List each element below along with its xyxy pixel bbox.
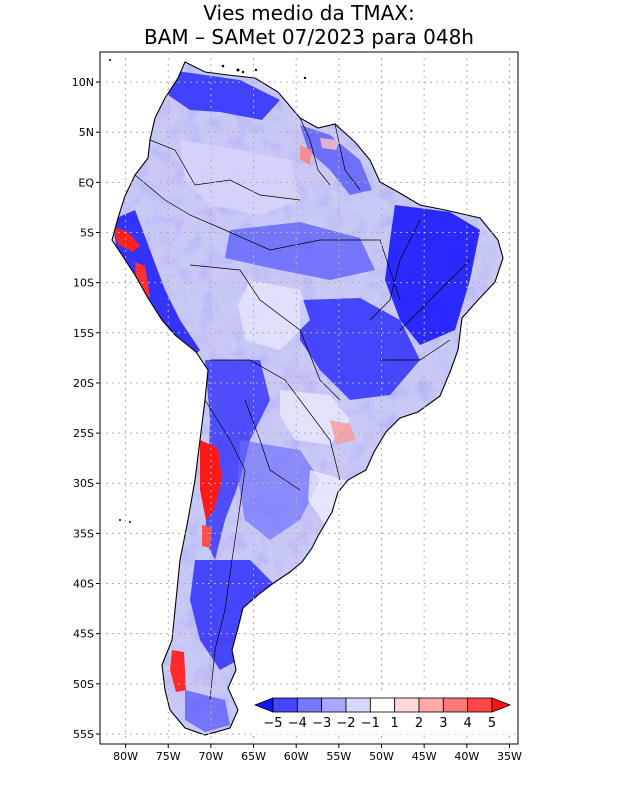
colorbar-label: 1 — [391, 716, 399, 731]
bias-patch-guianas — [300, 125, 372, 195]
lon-tick-label: 75W — [156, 750, 181, 763]
lat-tick-label: 10N — [72, 76, 94, 89]
bias-patch-central-brazil — [300, 298, 420, 400]
colorbar-label: −3 — [312, 716, 331, 731]
colorbar-segment — [321, 697, 347, 713]
map-title-line-1: Vies medio da TMAX: — [203, 1, 415, 25]
colorbar-label: 4 — [464, 716, 472, 731]
colorbar-label: 3 — [439, 716, 447, 731]
colorbar-arrow-high — [491, 697, 512, 713]
bias-patch-peru-coast — [135, 262, 150, 300]
bias-patch-paraguay-light — [280, 390, 350, 445]
bias-patch-venezuela — [300, 145, 312, 165]
lon-tick-label: 65W — [241, 750, 266, 763]
colorbar-segment — [442, 697, 469, 713]
bias-patch-amazon — [225, 222, 375, 280]
bias-patch-tierra-del-fuego — [185, 690, 230, 732]
colorbar-segment — [369, 697, 396, 713]
lat-tick-label: 10S — [73, 277, 94, 290]
lon-tick-label: 55W — [326, 750, 351, 763]
lon-tick-label: 50W — [369, 750, 394, 763]
lat-tick-label: 40S — [73, 578, 94, 591]
colorbar-label: 5 — [488, 716, 496, 731]
bias-patch-sao-paulo — [330, 420, 356, 444]
longitude-labels: 80W 75W 70W 65W 60W 55W 50W 45W 40W 35W — [113, 744, 522, 763]
lat-tick-label: 30S — [73, 477, 94, 490]
colorbar-segment — [296, 697, 323, 713]
bias-patch-argentina-north — [238, 440, 320, 540]
colorbar-segment — [418, 697, 444, 713]
lat-tick-label: 25S — [73, 427, 94, 440]
colorbar-segment — [272, 697, 298, 713]
lat-tick-label: 5N — [79, 126, 94, 139]
lat-tick-label: 35S — [73, 527, 94, 540]
graticule — [100, 52, 518, 744]
map-title-line-2: BAM – SAMet 07/2023 para 048h — [144, 25, 474, 49]
bias-patch-central-chile — [202, 525, 212, 548]
lon-tick-label: 40W — [454, 750, 479, 763]
lon-tick-label: 60W — [284, 750, 309, 763]
lon-tick-label: 80W — [113, 750, 138, 763]
bias-patch-andes-central — [205, 360, 270, 560]
islands — [109, 59, 307, 523]
lat-tick-label: 45S — [73, 628, 94, 641]
colorbar-label: −2 — [336, 716, 355, 731]
colorbar: −5 −4 −3 −2 −1 1 2 3 4 5 — [251, 692, 514, 734]
lat-tick-label: 50S — [73, 678, 94, 691]
bias-patch-guyana — [320, 138, 340, 150]
lat-tick-label: EQ — [78, 176, 94, 189]
colorbar-label: −5 — [263, 716, 282, 731]
lat-tick-label: 55S — [73, 728, 94, 741]
lat-tick-label: 15S — [73, 327, 94, 340]
bias-patch-south-chile — [170, 650, 186, 692]
lon-tick-label: 45W — [412, 750, 437, 763]
lat-tick-label: 20S — [73, 377, 94, 390]
colorbar-label: −1 — [361, 716, 380, 731]
colorbar-label: 2 — [415, 716, 423, 731]
colorbar-segment — [394, 697, 420, 713]
colorbar-segment — [467, 697, 493, 713]
colorbar-label: −4 — [288, 716, 307, 731]
lon-tick-label: 70W — [198, 750, 223, 763]
lat-tick-label: 5S — [80, 227, 94, 240]
latitude-labels: 10N 5N EQ 5S 10S 15S 20S 25S 30S 35S 40S 45S 50S 55S — [72, 76, 100, 741]
bias-patch-northeast-brazil — [385, 205, 480, 345]
colorbar-segment — [345, 697, 371, 713]
lon-tick-label: 35W — [497, 750, 522, 763]
